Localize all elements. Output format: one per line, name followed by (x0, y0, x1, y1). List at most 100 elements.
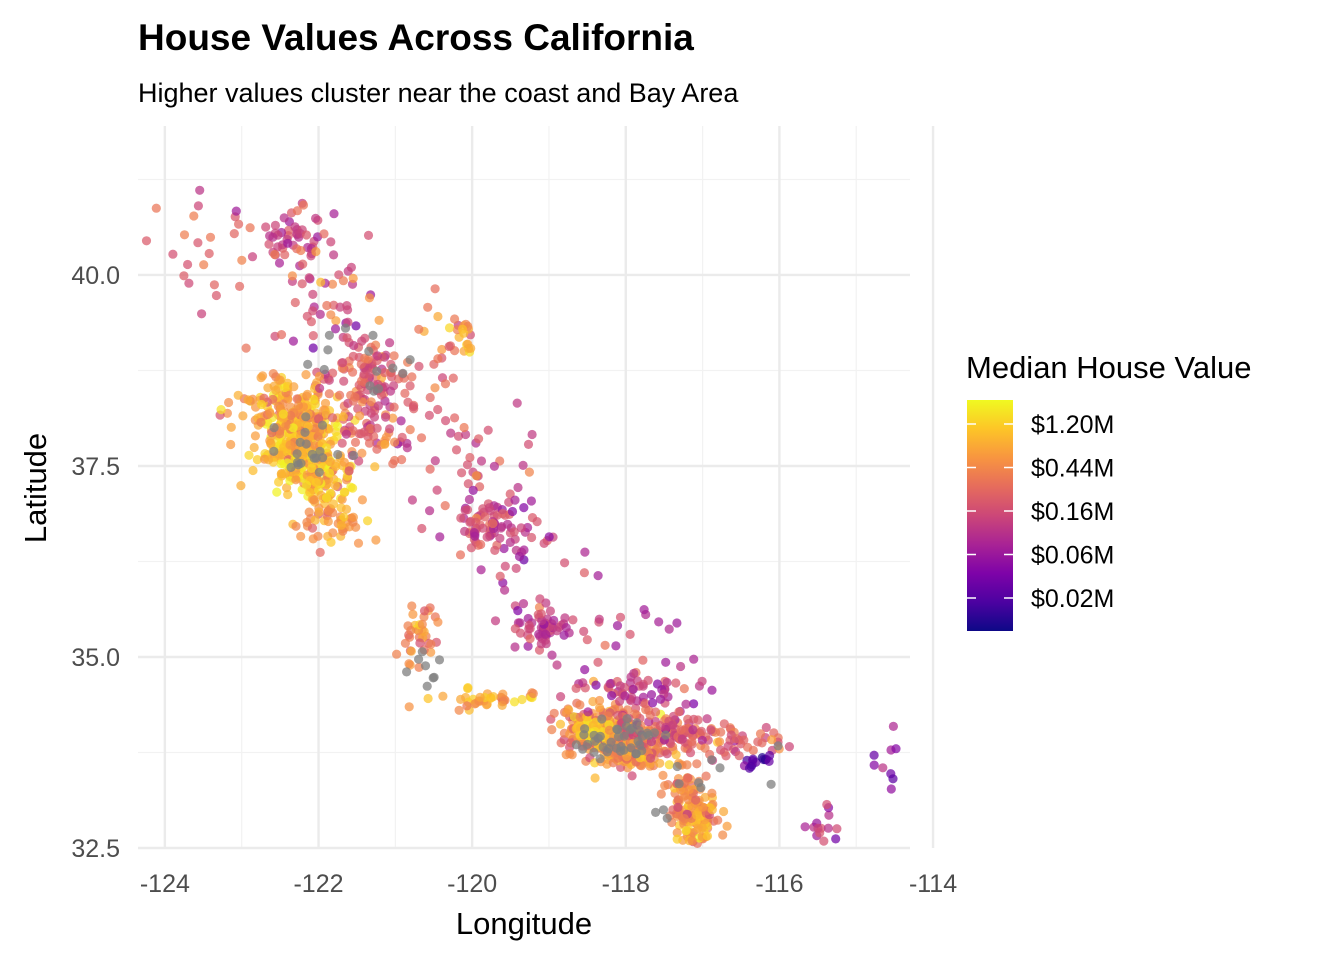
data-point (338, 276, 348, 286)
data-point (547, 650, 557, 660)
data-point-missing (434, 655, 445, 665)
data-point (339, 487, 349, 497)
data-point (417, 619, 427, 630)
data-point (357, 336, 367, 346)
data-point (549, 708, 559, 718)
data-point (519, 545, 529, 555)
data-point (423, 693, 433, 704)
data-point (234, 219, 244, 229)
data-point (693, 715, 703, 725)
data-point (713, 815, 723, 825)
data-point-missing (612, 724, 622, 734)
data-point (344, 466, 354, 476)
data-point (326, 537, 336, 547)
data-point (466, 543, 476, 553)
data-point (226, 439, 236, 450)
data-point (323, 516, 333, 527)
data-point (307, 523, 318, 533)
data-point (275, 375, 285, 385)
data-point-missing (420, 661, 431, 671)
data-point (438, 691, 448, 701)
data-point (716, 745, 726, 755)
data-point-missing (318, 453, 328, 463)
data-point (583, 707, 593, 717)
data-point (261, 222, 271, 232)
data-point-missing (651, 807, 661, 818)
data-point (681, 826, 691, 836)
data-point (486, 693, 496, 703)
data-point (321, 493, 331, 503)
data-point (281, 421, 291, 431)
data-point (716, 727, 726, 737)
data-point (476, 565, 486, 575)
data-point (661, 657, 671, 667)
data-point (594, 614, 604, 624)
x-tick-label: -120 (447, 870, 497, 898)
data-point (327, 413, 338, 423)
data-point-missing (597, 714, 607, 724)
data-point (193, 201, 203, 211)
data-point (322, 300, 332, 311)
data-point (320, 398, 331, 408)
data-point (440, 379, 451, 389)
data-point (676, 725, 686, 735)
data-point (676, 661, 686, 672)
data-point (831, 834, 841, 844)
data-point (233, 390, 243, 400)
data-point (392, 649, 402, 659)
data-point (824, 810, 834, 820)
data-point (423, 302, 433, 312)
data-point (764, 756, 774, 767)
data-point-missing (319, 364, 329, 375)
data-point (488, 518, 498, 529)
data-point (332, 421, 342, 431)
data-point (338, 412, 348, 422)
data-point (748, 754, 758, 764)
y-tick-label: 37.5 (71, 453, 120, 481)
data-point (238, 411, 248, 421)
data-point-missing (372, 366, 382, 376)
data-point (888, 774, 898, 784)
data-point-missing (612, 743, 622, 753)
data-point (407, 601, 417, 611)
data-point (532, 517, 542, 527)
data-point (270, 249, 280, 260)
data-point (280, 250, 290, 260)
legend-title: Median House Value (966, 350, 1252, 385)
data-point (282, 483, 292, 493)
data-point-missing (303, 359, 313, 369)
y-tick-label: 40.0 (71, 262, 120, 290)
data-point (271, 385, 281, 395)
data-point-missing (672, 761, 682, 772)
data-point (425, 506, 435, 516)
data-point (475, 692, 485, 702)
data-point (298, 200, 309, 210)
data-point (523, 641, 533, 651)
data-point (195, 185, 205, 195)
data-point (456, 694, 466, 705)
data-point (288, 423, 298, 433)
data-point (784, 742, 795, 752)
data-point (264, 239, 274, 249)
data-point (278, 409, 288, 419)
data-point (466, 516, 476, 527)
data-point (168, 249, 178, 259)
x-tick-label: -124 (140, 870, 190, 898)
data-point-missing (589, 747, 599, 758)
data-point (607, 691, 617, 701)
data-point (580, 665, 590, 675)
data-point-missing (300, 427, 310, 437)
data-point-missing (583, 739, 593, 750)
data-point-missing (368, 330, 378, 340)
data-point (364, 438, 375, 448)
data-point (316, 277, 326, 287)
data-point (513, 482, 523, 493)
legend-label: $0.02M (1031, 585, 1114, 613)
data-point (301, 230, 312, 240)
data-point (706, 725, 716, 735)
data-point (518, 460, 528, 470)
data-point (408, 609, 418, 620)
data-point (527, 429, 537, 440)
data-point (179, 271, 189, 281)
data-point (314, 507, 324, 517)
